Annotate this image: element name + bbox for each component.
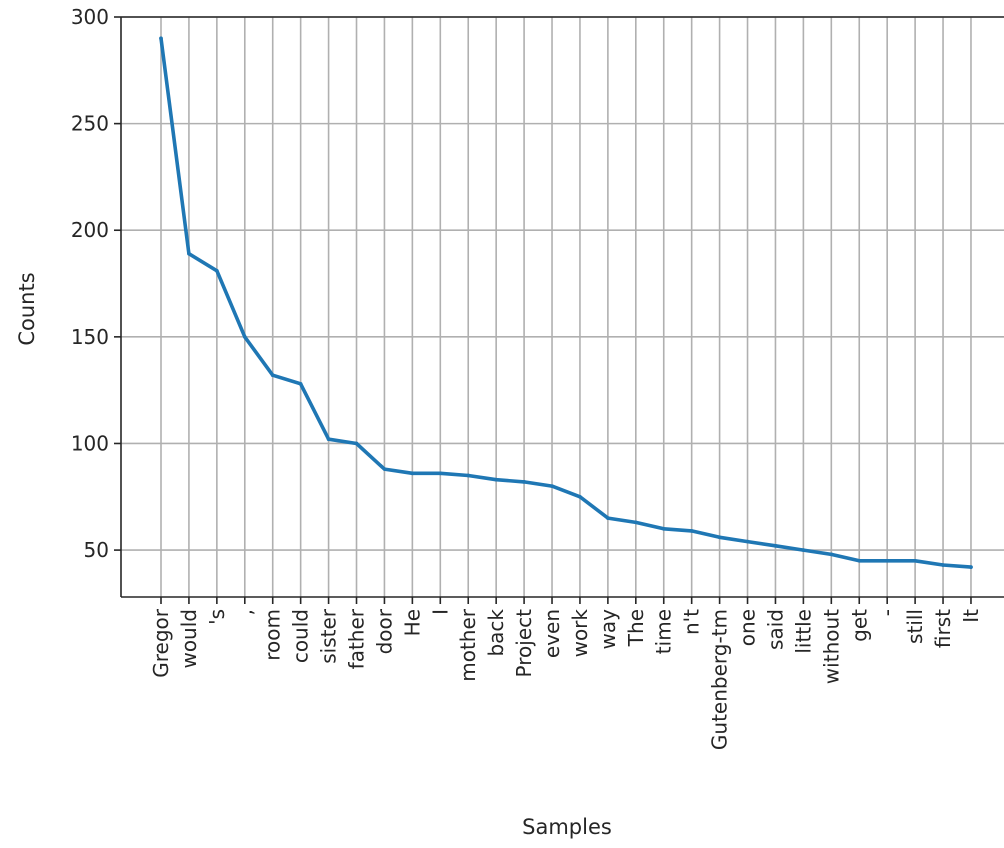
data-point: [187, 251, 191, 256]
y-axis-title: Counts: [15, 272, 39, 345]
data-point: [745, 539, 750, 544]
x-tick-label: said: [763, 609, 787, 650]
x-tick-label: n't: [680, 609, 704, 635]
data-point: [801, 548, 806, 552]
data-point: [215, 268, 219, 273]
x-tick-label: would: [177, 609, 201, 669]
data-point: [354, 441, 359, 446]
data-point: [773, 544, 778, 548]
data-point: [941, 563, 945, 567]
x-tick-label: door: [372, 608, 396, 654]
data-point: [661, 526, 666, 531]
y-tick-label: 200: [71, 218, 109, 242]
data-point: [438, 471, 443, 476]
series-line: [159, 36, 973, 569]
data-point: [857, 558, 862, 563]
x-tick-label: back: [484, 609, 508, 657]
data-point: [578, 494, 582, 499]
x-tick-label: Gutenberg-tm: [708, 609, 732, 750]
x-tick-label: could: [289, 609, 313, 663]
x-tick-label: room: [261, 609, 285, 661]
y-tick-label: 150: [71, 325, 109, 349]
data-point: [494, 477, 498, 482]
data-point: [410, 471, 415, 476]
y-tick-label: 50: [84, 538, 109, 562]
x-tick-label: first: [931, 609, 955, 648]
x-tick-label: sister: [317, 608, 341, 664]
data-point: [634, 520, 638, 525]
y-tick-label: 100: [71, 431, 109, 455]
axes-frame: [120, 16, 1004, 598]
x-tick-label: still: [903, 609, 927, 644]
x-tick-label: mother: [456, 608, 480, 682]
data-point: [550, 484, 554, 488]
x-tick-label: It: [959, 609, 983, 623]
x-tick-label: 's: [205, 609, 229, 625]
data-point: [913, 558, 917, 563]
grid: [121, 16, 1004, 597]
data-point: [969, 565, 973, 569]
x-tick-label: Project: [512, 609, 536, 678]
x-tick-label: work: [568, 609, 592, 658]
x-axis: Gregor would's, room could sister father door H…: [149, 597, 983, 750]
x-tick-label: one: [736, 609, 760, 646]
x-tick-label: I: [428, 609, 452, 615]
data-point: [689, 529, 694, 533]
y-axis: 50 100 150 200 250 300: [71, 5, 121, 562]
x-tick-label: ,: [233, 609, 257, 615]
x-tick-label: without: [819, 609, 843, 684]
x-tick-label: way: [596, 609, 620, 650]
x-tick-label: He: [400, 609, 424, 636]
x-tick-label: The: [624, 609, 648, 647]
data-point: [829, 552, 834, 557]
data-point: [270, 373, 275, 378]
x-tick-label: father: [345, 608, 369, 669]
x-tick-label: little: [791, 609, 815, 654]
data-point: [466, 473, 471, 478]
data-point: [242, 335, 247, 339]
x-tick-label: time: [652, 609, 676, 654]
x-axis-title: Samples: [522, 815, 612, 839]
x-tick-label: Gregor: [149, 608, 173, 678]
data-point: [159, 36, 163, 41]
data-point: [522, 480, 526, 484]
data-point: [326, 437, 331, 442]
y-tick-label: 300: [71, 5, 109, 29]
x-tick-label: -: [875, 609, 899, 616]
data-point: [606, 516, 610, 520]
data-point: [382, 467, 387, 471]
y-tick-label: 250: [71, 112, 109, 136]
series: [159, 36, 973, 569]
data-point: [717, 535, 722, 540]
data-point: [885, 558, 889, 563]
x-tick-label: even: [540, 609, 564, 658]
data-point: [298, 381, 303, 386]
x-tick-label: get: [847, 609, 871, 642]
